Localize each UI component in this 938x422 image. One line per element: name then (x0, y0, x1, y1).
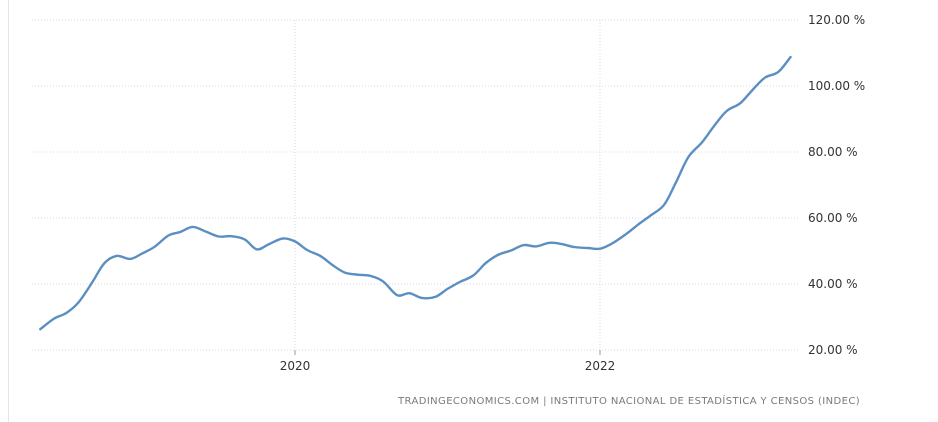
data-point (687, 155, 690, 158)
data-point (739, 102, 742, 105)
data-point (598, 247, 601, 250)
series-line (39, 55, 792, 331)
data-point (65, 311, 68, 314)
left-border (8, 0, 9, 422)
data-point (725, 110, 728, 113)
data-point (408, 292, 411, 295)
x-axis-ticks: 2020 2022 (280, 350, 616, 373)
data-point (115, 254, 118, 257)
data-point (141, 252, 144, 255)
data-point (484, 262, 487, 265)
data-point (560, 243, 563, 246)
data-point (255, 248, 258, 251)
data-point (713, 124, 716, 127)
data-point (293, 240, 296, 243)
data-point (91, 281, 94, 284)
data-point (229, 235, 232, 238)
data-point (777, 70, 780, 73)
data-point (191, 225, 194, 228)
data-point (624, 233, 627, 236)
data-point (663, 203, 666, 206)
data-point (153, 245, 156, 248)
data-point (217, 235, 220, 238)
data-point (370, 275, 373, 278)
data-point (434, 295, 437, 298)
data-point (548, 241, 551, 244)
data-point (129, 257, 132, 260)
y-tick-label: 60.00 % (808, 211, 858, 225)
data-point (358, 273, 361, 276)
y-axis-ticks: 20.00 % 40.00 % 60.00 % 80.00 % 100.00 % 120.… (808, 13, 865, 357)
data-point (344, 271, 347, 274)
data-point (53, 317, 56, 320)
data-point (751, 88, 754, 91)
data-point (268, 243, 271, 246)
data-point (382, 280, 385, 283)
data-point (103, 262, 106, 265)
data-point (446, 287, 449, 290)
data-point (701, 141, 704, 144)
data-point (179, 230, 182, 233)
data-point (472, 274, 475, 277)
y-tick-label: 20.00 % (808, 343, 858, 357)
y-tick-label: 80.00 % (808, 145, 858, 159)
data-point (77, 301, 80, 304)
data-point (396, 294, 399, 297)
data-point (789, 55, 792, 58)
y-tick-label: 40.00 % (808, 277, 858, 291)
source-credit: TRADINGECONOMICS.COM | INSTITUTO NACIONA… (398, 396, 860, 407)
series-points (39, 55, 793, 330)
data-point (586, 246, 589, 249)
data-point (243, 238, 246, 241)
data-point (281, 237, 284, 240)
gridlines (32, 19, 800, 351)
data-point (306, 248, 309, 251)
data-point (637, 223, 640, 226)
data-point (534, 245, 537, 248)
data-point (611, 242, 614, 245)
data-point (458, 280, 461, 283)
data-point (573, 245, 576, 248)
data-point (510, 249, 513, 252)
y-tick-label: 100.00 % (808, 79, 865, 93)
y-tick-label: 120.00 % (808, 13, 865, 27)
data-point (649, 214, 652, 217)
data-point (675, 180, 678, 183)
data-point (319, 255, 322, 258)
x-tick-label: 2020 (280, 359, 311, 373)
data-point (167, 234, 170, 237)
x-tick-label: 2022 (585, 359, 616, 373)
data-point (420, 296, 423, 299)
data-point (496, 253, 499, 256)
data-point (522, 244, 525, 247)
data-point (205, 230, 208, 233)
data-point (39, 328, 42, 331)
data-point (763, 76, 766, 79)
data-point (332, 264, 335, 267)
